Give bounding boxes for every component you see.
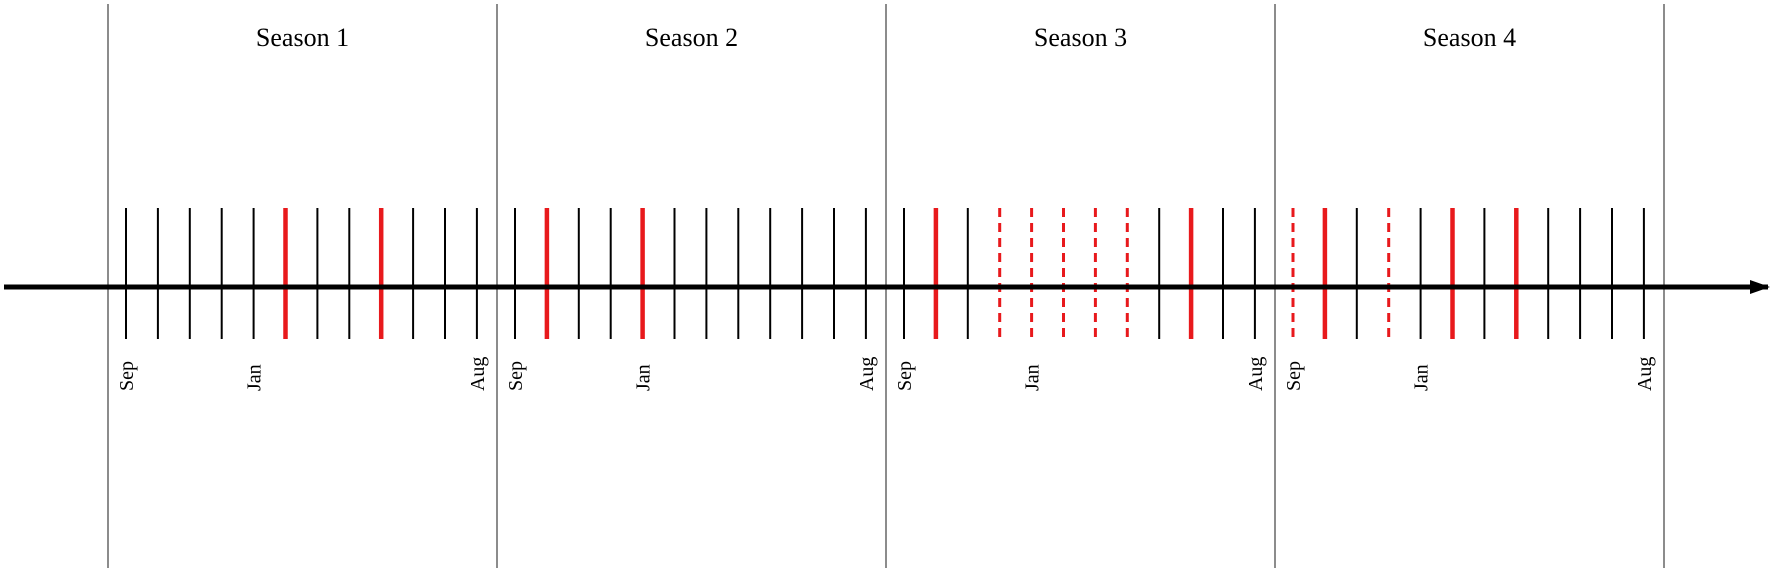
month-label: Jan: [244, 364, 266, 391]
month-label: Sep: [505, 361, 527, 391]
month-label: Aug: [1245, 357, 1267, 391]
season-titles: Season 1 Season 2 Season 3 Season 4: [256, 23, 1516, 52]
month-label: Jan: [633, 364, 655, 391]
month-label: Sep: [1283, 361, 1305, 391]
month-label: Aug: [1634, 357, 1656, 391]
month-label: Jan: [1022, 364, 1044, 391]
month-label: Aug: [467, 357, 489, 391]
season-title: Season 3: [1034, 23, 1127, 52]
month-labels: Sep Jan Aug Sep Jan Aug Sep Jan Aug Sep Jan Aug: [116, 357, 1656, 391]
month-ticks: [125, 208, 1645, 339]
season-title: Season 2: [645, 23, 738, 52]
month-label: Sep: [116, 361, 138, 391]
season-title: Season 4: [1423, 23, 1516, 52]
month-label: Aug: [856, 357, 878, 391]
month-label: Sep: [894, 361, 916, 391]
month-label: Jan: [1411, 364, 1433, 391]
season-title: Season 1: [256, 23, 349, 52]
